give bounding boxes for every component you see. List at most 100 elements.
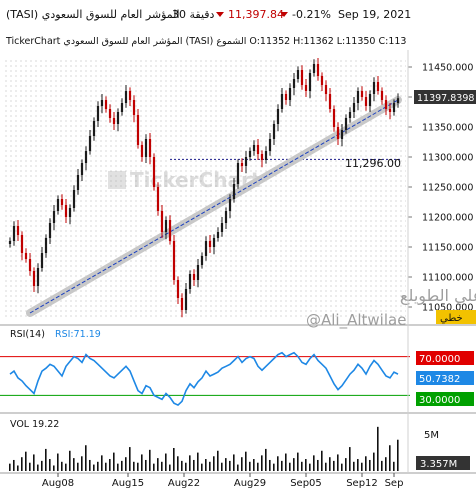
candle-body [168, 220, 172, 241]
candle-body [248, 151, 252, 157]
volume-bar [269, 459, 271, 471]
candle-body [124, 91, 128, 103]
candle-body [348, 112, 352, 118]
volume-bar [205, 459, 207, 471]
candle-body [60, 199, 64, 205]
volume-bar [281, 460, 283, 471]
candle-body [352, 103, 356, 112]
candle-body [184, 289, 188, 310]
volume-bar [65, 463, 67, 471]
volume-bar [13, 459, 15, 471]
volume-bar [61, 461, 63, 471]
volume-bar [341, 463, 343, 471]
rsi-overbought-tag: 70.0000 [419, 354, 460, 365]
volume-bar [325, 462, 327, 471]
candle-body [132, 100, 136, 115]
volume-bar [217, 450, 219, 471]
volume-bar [309, 463, 311, 471]
trendline-tag-text: خطي [440, 313, 463, 324]
candle-body [212, 238, 216, 247]
volume-bar [49, 459, 51, 471]
candle-body [392, 103, 396, 112]
trendline-stroke [29, 99, 399, 314]
volume-bar [137, 462, 139, 471]
timeframe-selector[interactable]: 30 دقيقة [172, 8, 215, 21]
volume-bar [293, 458, 295, 471]
price-tick-label: 11450.000 [422, 63, 473, 74]
volume-bar [385, 457, 387, 471]
volume-bar [41, 460, 43, 471]
volume-bar [185, 462, 187, 471]
candle-body [244, 157, 248, 166]
candle-body [44, 238, 48, 253]
candle-body [188, 274, 192, 289]
volume-bar [369, 459, 371, 471]
percent-change: -0.21% [292, 8, 331, 21]
candle-body [192, 274, 196, 280]
rsi-current-tag: 50.7382 [419, 374, 460, 385]
candle-body [256, 145, 260, 154]
candle-body [236, 163, 240, 184]
volume-bar [277, 456, 279, 471]
candle-body [216, 232, 220, 238]
chart-canvas[interactable]: TickerChart المؤشر العام للسوق السعودي (… [0, 30, 476, 490]
last-price-tag: 11397.8398 [414, 90, 476, 104]
candle-body [156, 187, 160, 211]
candle-body [8, 241, 12, 244]
price-tick-label: 11250.000 [422, 183, 473, 194]
symbol-name[interactable]: المؤشر العام للسوق السعودي (TASI) [6, 8, 180, 21]
volume-bar [225, 458, 227, 471]
volume-bar [69, 450, 71, 471]
trendline-tag[interactable]: خطي [436, 310, 476, 324]
volume-bar [53, 465, 55, 471]
volume-bar [297, 452, 299, 471]
volume-bar [377, 426, 379, 471]
volume-bar [165, 453, 167, 471]
chart-title-line: TickerChart المؤشر العام للسوق السعودي (… [5, 36, 406, 47]
candle-body [116, 112, 120, 124]
candle-body [96, 106, 100, 121]
candle-body [224, 211, 228, 223]
volume-bar [129, 447, 131, 471]
author-handle: @Ali_Altwilae [306, 311, 406, 330]
volume-bar [381, 460, 383, 471]
volume-bar [97, 461, 99, 471]
candle-body [384, 100, 388, 109]
candle-body [344, 118, 348, 130]
trendline[interactable] [26, 96, 402, 317]
volume-bar [133, 461, 135, 471]
volume-bar [169, 464, 171, 471]
volume-bar [189, 455, 191, 471]
volume-bar [81, 456, 83, 471]
price-grid [4, 60, 406, 318]
volume-bar [357, 459, 359, 471]
price-tick-label: 11100.000 [422, 273, 473, 284]
volume-current-value: 3.357M [420, 459, 457, 470]
candle-body [332, 109, 336, 127]
volume-bar [73, 458, 75, 471]
volume-bar [233, 454, 235, 471]
candle-body [48, 223, 52, 238]
volume-bar [125, 457, 127, 471]
volume-bar [213, 456, 215, 471]
volume-bar [9, 463, 11, 471]
volume-title: VOL 19.22 [10, 419, 59, 430]
time-tick-label: Aug29 [234, 478, 266, 489]
candle-body [308, 73, 312, 91]
candle-body [340, 130, 344, 139]
volume-bar [77, 462, 79, 471]
last-down-arrow-icon [216, 12, 224, 17]
volume-bar [265, 448, 267, 471]
time-tick-label: Sep05 [290, 478, 322, 489]
volume-bar [85, 445, 87, 471]
candle-body [396, 98, 400, 103]
volume-bar [229, 460, 231, 471]
candle-body [284, 94, 288, 100]
volume-bar [33, 454, 35, 471]
rsi-value: RSI:71.19 [55, 329, 101, 340]
candle-body [232, 184, 236, 199]
volume-bar [337, 454, 339, 471]
volume-bar [93, 464, 95, 471]
volume-bar [373, 452, 375, 471]
candle-body [128, 91, 132, 100]
